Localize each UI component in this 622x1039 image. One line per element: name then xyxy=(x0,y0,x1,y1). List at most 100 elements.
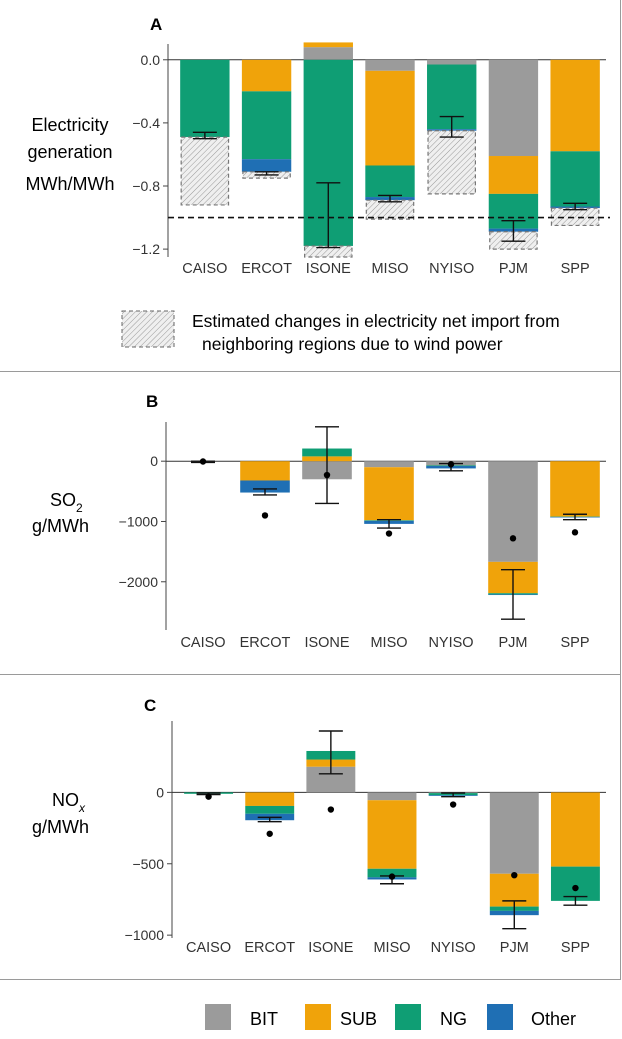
error-bar-isone xyxy=(315,426,339,505)
error-bar-spp xyxy=(563,895,588,906)
x-label-nyiso: NYISO xyxy=(429,261,474,277)
y-tick-label-3: −1.2 xyxy=(132,241,160,257)
panel-b-letter: B xyxy=(146,392,158,411)
x-label-miso: MISO xyxy=(370,635,407,651)
panel-c-letter: C xyxy=(144,696,156,715)
error-bar-isone xyxy=(318,730,343,775)
bar-ercot-other xyxy=(240,480,290,493)
import-legend-text-2: neighboring regions due to wind power xyxy=(202,334,503,354)
error-bar-nyiso xyxy=(441,792,466,798)
x-label-spp: SPP xyxy=(561,940,590,956)
x-label-spp: SPP xyxy=(560,635,589,651)
error-bar-pjm xyxy=(501,569,525,620)
net-import-caiso xyxy=(180,136,230,206)
bar-miso-bit xyxy=(365,59,415,71)
point-isone xyxy=(323,471,331,479)
net-import-nyiso xyxy=(427,130,476,195)
legend-bit-label: BIT xyxy=(250,1009,278,1029)
point-isone xyxy=(327,806,335,813)
bar-miso-sub xyxy=(364,467,414,521)
y-tick-label-2: −1000 xyxy=(125,927,165,943)
legend-bit-swatch xyxy=(205,1004,231,1030)
x-label-spp: SPP xyxy=(561,261,590,277)
bar-nyiso-bit xyxy=(427,59,477,65)
bar-isone-bit xyxy=(303,47,353,60)
y-tick-label-2: −0.8 xyxy=(132,178,160,194)
x-label-isone: ISONE xyxy=(308,940,353,956)
bar-spp-sub xyxy=(550,59,600,152)
bar-pjm-bit xyxy=(488,461,538,562)
point-pjm xyxy=(511,871,518,879)
bar-spp-sub xyxy=(550,461,600,517)
error-bar-spp xyxy=(563,513,587,521)
x-label-miso: MISO xyxy=(371,261,408,277)
panel-a-letter: A xyxy=(150,15,162,34)
chart-c: C NOx g/MWh 0 −500 −1000 CAISO ERCOT ISONE MIS… xyxy=(32,696,606,956)
error-bar-ercot xyxy=(253,488,277,496)
bar-ercot-ng xyxy=(245,805,295,814)
y-tick-label-1: −500 xyxy=(132,856,164,872)
x-label-caiso: CAISO xyxy=(180,635,225,651)
bar-ercot-sub xyxy=(241,59,292,92)
x-label-pjm: PJM xyxy=(500,940,529,956)
point-pjm xyxy=(509,535,517,542)
x-label-pjm: PJM xyxy=(499,635,528,651)
import-legend-swatch xyxy=(121,310,175,348)
error-bar-pjm xyxy=(501,220,526,242)
bar-pjm-sub xyxy=(488,156,539,194)
y-tick-label-1: −0.4 xyxy=(132,115,160,131)
y-tick-label-0: 0 xyxy=(150,453,158,469)
bar-ercot-sub xyxy=(240,461,290,481)
panel-b-ylabel-1: SO2 xyxy=(50,490,83,515)
chart-a: A Electricity generation MWh/MWh 0.0 −0.4… xyxy=(26,15,610,354)
x-label-ercot: ERCOT xyxy=(244,940,295,956)
point-caiso xyxy=(199,458,207,465)
bar-spp-ng xyxy=(550,151,600,207)
x-label-pjm: PJM xyxy=(499,261,528,277)
legend-svg: BIT SUB NG Other xyxy=(205,1004,576,1030)
x-label-caiso: CAISO xyxy=(186,940,231,956)
bar-miso-ng xyxy=(365,165,415,198)
panel-a-ylabel-3: MWh/MWh xyxy=(26,174,115,194)
x-label-nyiso: NYISO xyxy=(431,940,476,956)
bar-caiso-ng xyxy=(180,59,230,138)
error-bar-ercot xyxy=(254,171,279,176)
error-bar-pjm xyxy=(502,900,527,930)
bar-spp-ng xyxy=(550,866,600,901)
legend-ng-swatch xyxy=(395,1004,421,1030)
point-ercot xyxy=(261,512,269,519)
point-miso xyxy=(385,530,393,537)
x-label-ercot: ERCOT xyxy=(240,635,291,651)
panel-b-ylabel-2: g/MWh xyxy=(32,516,89,536)
bar-pjm-bit xyxy=(488,59,539,157)
point-miso xyxy=(388,873,396,880)
point-spp xyxy=(572,884,579,892)
bar-pjm-bit xyxy=(489,792,539,874)
bar-ercot-other xyxy=(241,159,292,172)
x-label-ercot: ERCOT xyxy=(241,261,292,277)
point-spp xyxy=(571,529,579,536)
y-tick-label-2: −2000 xyxy=(119,574,159,590)
error-bar-ercot xyxy=(257,816,282,823)
x-label-miso: MISO xyxy=(373,940,410,956)
error-bar-nyiso xyxy=(439,115,464,138)
panel-b: B SO2 g/MWh 0 −1000 −2000 CAISO ERCOT ISONE MI… xyxy=(0,372,621,675)
error-bar-isone xyxy=(316,182,341,249)
y-tick-label-0: 0.0 xyxy=(141,52,161,68)
legend-sub-label: SUB xyxy=(340,1009,377,1029)
y-tick-label-0: 0 xyxy=(156,784,164,800)
panel-c-ylabel-2: g/MWh xyxy=(32,817,89,837)
point-nyiso xyxy=(447,461,455,468)
point-nyiso xyxy=(449,801,457,808)
error-bar-caiso xyxy=(192,131,217,140)
point-caiso xyxy=(205,793,212,800)
bar-isone-sub xyxy=(303,42,353,48)
legend-sub-swatch xyxy=(305,1004,331,1030)
import-legend-text-1: Estimated changes in electricity net imp… xyxy=(192,311,560,331)
x-label-isone: ISONE xyxy=(306,261,351,277)
bar-ercot-ng xyxy=(241,91,292,160)
panel-a: A Electricity generation MWh/MWh 0.0 −0.4… xyxy=(0,0,621,372)
net-import-miso xyxy=(365,199,415,220)
bar-miso-sub xyxy=(367,800,417,869)
legend-other-swatch xyxy=(487,1004,513,1030)
